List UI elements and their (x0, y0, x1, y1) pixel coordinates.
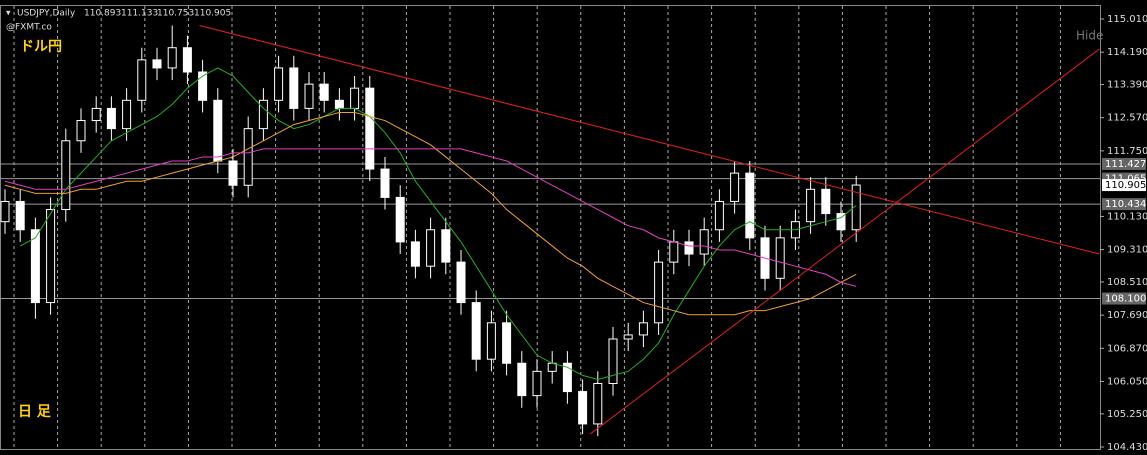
candle-body (167, 47, 177, 69)
candle-body (182, 47, 192, 73)
candle-body (30, 229, 40, 304)
candle-body (137, 59, 147, 101)
candle-body (319, 83, 329, 101)
candle-body (380, 168, 390, 198)
candle-body (456, 261, 466, 304)
candle-body (578, 391, 588, 425)
candle-body (699, 229, 709, 255)
y-tick-label: 115.010 (1107, 14, 1147, 25)
candle-body (258, 99, 268, 130)
candle-body (806, 188, 816, 223)
y-tick-label: 112.570 (1107, 113, 1147, 124)
candle-body (593, 382, 603, 425)
candle-body (730, 172, 740, 202)
quote-high: 111.133 (121, 9, 158, 19)
candle-body (486, 322, 496, 360)
candle-body (684, 241, 694, 255)
moving-average (4, 148, 857, 287)
candle-body (821, 188, 831, 215)
plot-frame (0, 5, 1101, 450)
candle-body (441, 229, 451, 263)
level-label: 108.100 (1105, 294, 1146, 305)
candle-body (775, 237, 785, 279)
candle-body (669, 241, 679, 263)
candle-body (623, 334, 633, 340)
candle-body (365, 87, 375, 170)
candle-body (654, 261, 664, 324)
candle-body (289, 67, 299, 109)
y-tick-label: 107.690 (1107, 310, 1147, 321)
y-tick-label: 104.430 (1107, 442, 1147, 453)
quote-low: 110.753 (157, 9, 194, 19)
y-tick-label: 114.190 (1107, 47, 1147, 58)
level-label: 111.427 (1105, 159, 1146, 170)
y-tick-label: 105.250 (1107, 409, 1147, 420)
quote-close: 110.905 (194, 9, 231, 19)
candle-body (562, 362, 572, 393)
candle-body (91, 107, 101, 122)
y-tick-label: 109.310 (1107, 245, 1147, 256)
collapse-icon[interactable]: ▾ (6, 9, 11, 19)
candle-body (410, 241, 420, 267)
current-price-label: 110.905 (1105, 180, 1146, 191)
y-tick-label: 106.050 (1107, 376, 1147, 387)
plot (0, 24, 1100, 437)
moving-average (4, 111, 857, 316)
candle-body (395, 196, 405, 243)
level-label: 110.434 (1105, 199, 1146, 210)
candle-body (76, 120, 86, 142)
candle-body (426, 229, 436, 267)
candle-body (0, 200, 10, 223)
source: @FXMT.co (6, 23, 52, 33)
candle-body (745, 172, 755, 239)
symbol: USDJPY,Daily (17, 9, 76, 19)
candle-body (61, 140, 71, 211)
candle-body (532, 370, 542, 397)
trendline (199, 24, 1100, 255)
y-tick-label: 106.870 (1107, 343, 1147, 354)
candle-body (608, 338, 618, 384)
candle-body (836, 213, 846, 231)
y-tick-label: 111.750 (1107, 146, 1147, 157)
label-bottom: 日 足 (18, 404, 52, 420)
level-label-box (1102, 292, 1146, 305)
hide-button[interactable]: Hide (1076, 29, 1103, 43)
candle-body (638, 322, 648, 336)
level-label-box (1102, 157, 1146, 170)
label-top: ドル円 (20, 39, 62, 55)
candle-body (213, 99, 223, 162)
level-label-box (1102, 198, 1146, 211)
candle-body (517, 362, 527, 397)
candle-body (198, 71, 208, 101)
candle-body (46, 209, 56, 304)
candle-body (274, 67, 284, 101)
candle-body (471, 302, 481, 360)
candle-body (350, 87, 360, 109)
candle-body (243, 128, 253, 186)
candle-body (851, 184, 861, 231)
candle-body (122, 99, 132, 130)
candle-body (228, 160, 238, 186)
candle-body (502, 322, 512, 364)
trendline (589, 48, 1100, 435)
quote-open: 110.893 (84, 9, 121, 19)
current-price-box (1102, 179, 1146, 192)
candle-body (714, 200, 724, 231)
y-tick-label: 110.130 (1107, 211, 1147, 222)
candle-body (15, 200, 25, 231)
y-tick-label: 113.390 (1107, 80, 1147, 91)
y-tick-label: 108.510 (1107, 277, 1147, 288)
candle-body (106, 107, 116, 130)
candle-body (304, 83, 314, 109)
candle-body (152, 59, 162, 69)
candle-body (334, 99, 344, 109)
